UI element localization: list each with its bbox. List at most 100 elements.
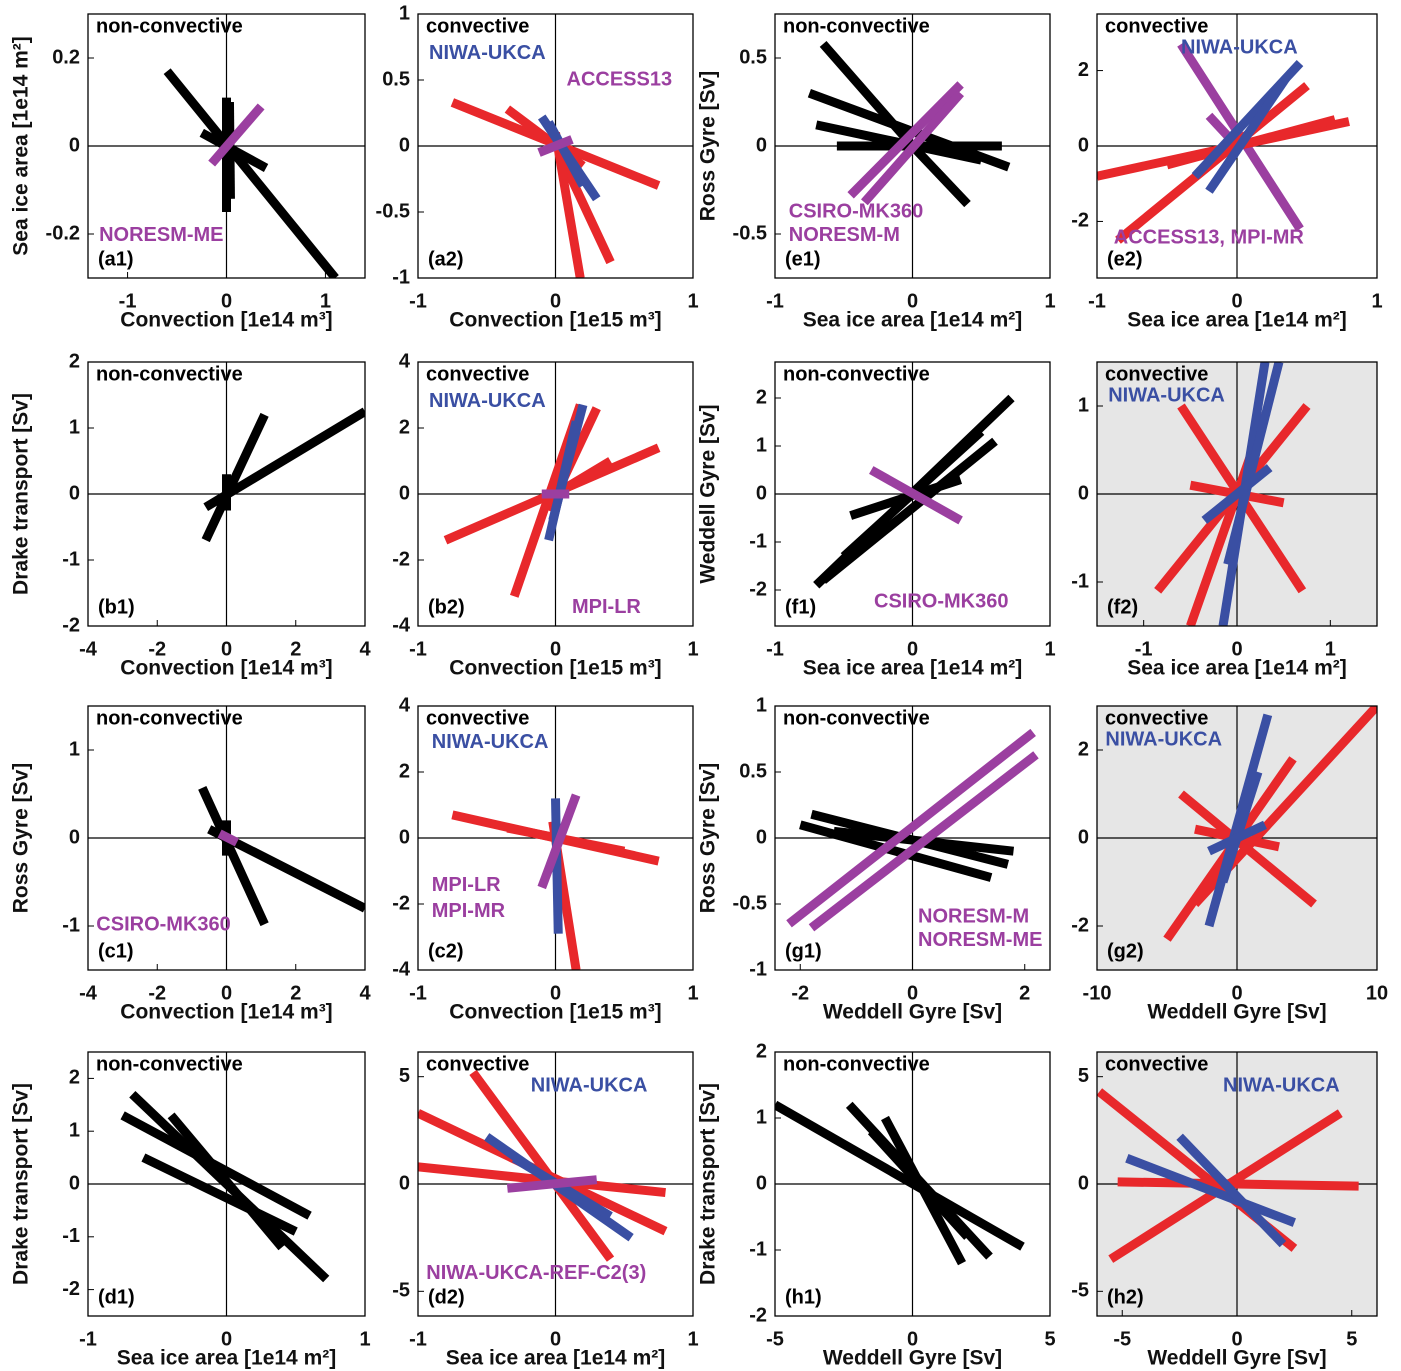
corner-label: convective <box>426 707 529 729</box>
panel-label: (e2) <box>1107 248 1143 270</box>
y-axis-label: Drake transport [Sv] <box>10 393 33 595</box>
regression-line <box>1207 820 1267 856</box>
x-tick-label: -2 <box>148 982 166 1004</box>
y-tick-label: 5 <box>399 1065 410 1087</box>
series-group <box>813 394 1015 589</box>
regression-line <box>909 142 971 208</box>
series-group <box>807 40 1011 208</box>
panel-label: (c2) <box>428 940 464 962</box>
x-tick-label: 1 <box>687 638 698 660</box>
x-tick-label: 1 <box>359 1328 370 1350</box>
y-tick-label: 2 <box>69 350 80 372</box>
y-axis-label: Drake transport [Sv] <box>697 1083 720 1285</box>
panel-label: (d1) <box>98 1286 135 1308</box>
model-annotation: ACCESS13, MPI-MR <box>1114 227 1305 249</box>
y-tick-label: 0.2 <box>52 46 80 68</box>
x-tick-label: -4 <box>79 982 98 1004</box>
model-annotation: NIWA-UKCA <box>1108 385 1225 407</box>
regression-line <box>808 751 1039 932</box>
panel: -5 0 5 -5 0 5 Weddell Gyre [Sv] convective (h2) N… <box>1071 1051 1378 1370</box>
series-group <box>1097 41 1350 244</box>
y-tick-label: -2 <box>1071 210 1089 232</box>
panel-label: (c1) <box>98 940 134 962</box>
regression-line <box>1223 362 1284 566</box>
corner-label: non-convective <box>783 1053 930 1075</box>
x-tick-label: 0 <box>907 638 918 660</box>
x-tick-label: 1 <box>1325 638 1336 660</box>
y-tick-label: 1 <box>69 416 80 438</box>
model-annotation: NIWA-UKCA <box>1223 1075 1340 1097</box>
y-tick-label: -2 <box>62 1278 80 1300</box>
series-group <box>163 68 339 278</box>
regression-line <box>1176 1133 1287 1248</box>
regression-line <box>203 407 365 512</box>
regression-line <box>1165 115 1337 170</box>
regression-line <box>544 120 587 188</box>
x-tick-label: -10 <box>1083 982 1112 1004</box>
model-annotation: CSIRO-MK360 <box>96 913 230 935</box>
y-tick-label: -1 <box>62 548 80 570</box>
x-tick-label: 0 <box>550 1328 561 1350</box>
series-group <box>198 785 365 927</box>
y-tick-label: 2 <box>756 1040 767 1062</box>
y-tick-label: 2 <box>69 1067 80 1089</box>
y-tick-label: -2 <box>392 548 410 570</box>
y-tick-label: 1 <box>69 1119 80 1141</box>
x-tick-label: 0 <box>1231 982 1242 1004</box>
x-axis-label: Convection [1e14 m³] <box>120 1001 332 1024</box>
x-tick-label: 1 <box>1044 638 1055 660</box>
x-tick-label: -4 <box>79 638 98 660</box>
regression-line <box>820 437 998 584</box>
panel-label: (d2) <box>428 1286 465 1308</box>
y-tick-label: 1 <box>756 694 767 716</box>
series-group <box>201 407 365 543</box>
x-tick-label: -1 <box>766 290 784 312</box>
regression-line <box>537 793 581 890</box>
y-tick-label: -1 <box>749 530 767 552</box>
y-tick-label: 2 <box>1078 59 1089 81</box>
x-tick-label: -5 <box>1113 1328 1131 1350</box>
series-group <box>443 403 661 598</box>
x-tick-label: 1 <box>687 1328 698 1350</box>
y-tick-label: -1 <box>1071 570 1089 592</box>
panel: -1 0 1 -2 0 2 Sea ice area [1e14 m²] convective… <box>1071 13 1383 332</box>
corner-label: non-convective <box>96 1053 243 1075</box>
model-annotation: NIWA-UKCA <box>429 390 546 412</box>
y-tick-label: 1 <box>399 2 410 24</box>
y-tick-label: 0 <box>69 134 80 156</box>
y-tick-label: 4 <box>399 694 411 716</box>
y-tick-label: 1 <box>756 434 767 456</box>
model-annotation: NORESM-M <box>918 905 1029 927</box>
model-annotation: CSIRO-MK360 <box>874 591 1008 613</box>
regression-line <box>775 1100 1025 1251</box>
y-tick-label: 0.5 <box>382 68 410 90</box>
x-tick-label: 5 <box>1346 1328 1357 1350</box>
x-tick-label: 0 <box>907 982 918 1004</box>
regression-line <box>551 798 563 934</box>
y-tick-label: 0 <box>756 826 767 848</box>
x-tick-label: 0 <box>550 290 561 312</box>
x-tick-label: 0 <box>221 638 232 660</box>
x-tick-label: -5 <box>766 1328 784 1350</box>
x-axis-label: Convection [1e15 m³] <box>449 309 661 332</box>
x-tick-label: 4 <box>359 982 371 1004</box>
x-tick-label: -1 <box>409 1328 427 1350</box>
y-tick-label: 0.5 <box>739 46 767 68</box>
y-tick-label: 1 <box>69 738 80 760</box>
y-tick-label: 4 <box>399 350 411 372</box>
panel: -2 0 2 -1 -0.5 0 0.5 1 Weddell Gyre [Sv] Ross Gyr… <box>697 694 1051 1024</box>
regression-line <box>201 412 269 543</box>
y-tick-label: 0 <box>399 1172 410 1194</box>
regression-line <box>1117 1177 1359 1191</box>
model-annotation: MPI-LR <box>432 874 501 896</box>
y-tick-label: -0.5 <box>733 222 767 244</box>
panel-label: (f1) <box>785 596 816 618</box>
x-tick-label: 1 <box>1371 290 1382 312</box>
regression-line <box>163 68 339 278</box>
panel-label: (b1) <box>98 596 135 618</box>
regression-line <box>847 81 964 199</box>
y-tick-label: 0 <box>756 1172 767 1194</box>
panel-label: (f2) <box>1107 596 1138 618</box>
x-tick-label: 0 <box>221 1328 232 1350</box>
